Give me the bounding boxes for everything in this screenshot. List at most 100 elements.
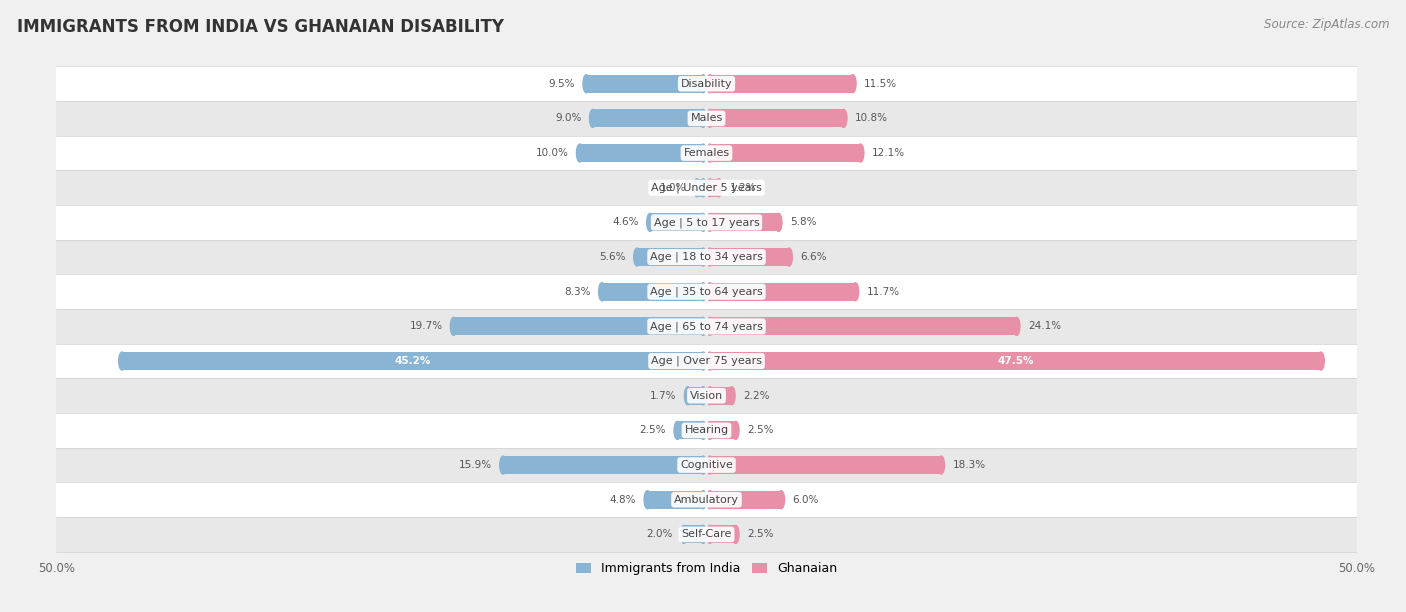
Circle shape [778,491,785,509]
Bar [710,214,779,231]
Circle shape [693,179,700,196]
Bar [688,387,703,405]
Text: 9.0%: 9.0% [555,113,582,124]
Bar [602,283,703,300]
Text: 2.5%: 2.5% [640,425,666,435]
Bar [637,248,703,266]
Bar [579,144,703,162]
Text: 1.2%: 1.2% [730,183,756,193]
Circle shape [852,283,859,300]
Circle shape [700,422,707,439]
Bar [56,482,1357,517]
Circle shape [700,144,707,162]
Circle shape [858,144,863,162]
Text: 6.0%: 6.0% [793,494,818,505]
Bar [678,422,703,439]
Circle shape [733,525,740,543]
Circle shape [1317,352,1324,370]
Circle shape [841,110,846,127]
Text: 1.0%: 1.0% [659,183,686,193]
Bar [56,240,1357,274]
Text: IMMIGRANTS FROM INDIA VS GHANAIAN DISABILITY: IMMIGRANTS FROM INDIA VS GHANAIAN DISABI… [17,18,503,36]
Text: 5.8%: 5.8% [790,217,817,228]
Text: 4.8%: 4.8% [610,494,637,505]
Legend: Immigrants from India, Ghanaian: Immigrants from India, Ghanaian [571,558,842,580]
Bar [710,387,731,405]
Text: 45.2%: 45.2% [395,356,430,366]
Circle shape [707,352,713,370]
Text: Age | 35 to 64 years: Age | 35 to 64 years [650,286,763,297]
Circle shape [700,525,707,543]
Circle shape [673,422,681,439]
Bar [710,491,782,509]
Text: Age | 18 to 34 years: Age | 18 to 34 years [650,252,763,263]
Text: Age | 5 to 17 years: Age | 5 to 17 years [654,217,759,228]
Bar [710,352,1320,370]
Circle shape [707,318,713,335]
Bar [710,110,844,127]
Text: 18.3%: 18.3% [952,460,986,470]
Text: 2.5%: 2.5% [747,529,773,539]
Circle shape [583,75,589,93]
Bar [710,525,735,543]
Text: 12.1%: 12.1% [872,148,905,158]
Circle shape [733,422,740,439]
Circle shape [450,318,457,335]
Circle shape [685,387,692,405]
Bar [56,448,1357,482]
Text: 10.8%: 10.8% [855,113,887,124]
Bar [56,66,1357,101]
Text: Vision: Vision [690,390,723,401]
Bar [56,101,1357,136]
Circle shape [707,110,713,127]
Text: Hearing: Hearing [685,425,728,435]
Text: 24.1%: 24.1% [1028,321,1062,331]
Text: 9.5%: 9.5% [548,79,575,89]
Circle shape [707,144,713,162]
Circle shape [938,456,945,474]
Bar [593,110,703,127]
Text: 15.9%: 15.9% [458,460,492,470]
Circle shape [499,456,506,474]
Text: 1.7%: 1.7% [650,390,676,401]
Bar [56,205,1357,240]
Text: 2.2%: 2.2% [742,390,769,401]
Circle shape [707,456,713,474]
Circle shape [707,179,713,196]
Text: Females: Females [683,148,730,158]
Bar [710,248,789,266]
Text: 6.6%: 6.6% [800,252,827,262]
Circle shape [700,456,707,474]
Bar [56,170,1357,205]
Bar [650,214,703,231]
Text: 47.5%: 47.5% [997,356,1033,366]
Circle shape [707,283,713,300]
Text: 11.5%: 11.5% [863,79,897,89]
Bar [710,422,735,439]
Circle shape [700,179,707,196]
Bar [56,274,1357,309]
Bar [683,525,703,543]
Circle shape [707,75,713,93]
Text: Disability: Disability [681,79,733,89]
Circle shape [707,422,713,439]
Circle shape [700,352,707,370]
Bar [710,144,860,162]
Bar [648,491,703,509]
Bar [56,136,1357,170]
Text: 2.5%: 2.5% [747,425,773,435]
Circle shape [644,491,651,509]
Circle shape [707,387,713,405]
Circle shape [681,525,688,543]
Bar [122,352,703,370]
Text: Males: Males [690,113,723,124]
Bar [56,378,1357,413]
Circle shape [599,283,606,300]
Circle shape [786,248,793,266]
Text: Age | Over 75 years: Age | Over 75 years [651,356,762,367]
Circle shape [700,387,707,405]
Circle shape [589,110,596,127]
Bar [56,344,1357,378]
Circle shape [700,75,707,93]
Bar [56,413,1357,448]
